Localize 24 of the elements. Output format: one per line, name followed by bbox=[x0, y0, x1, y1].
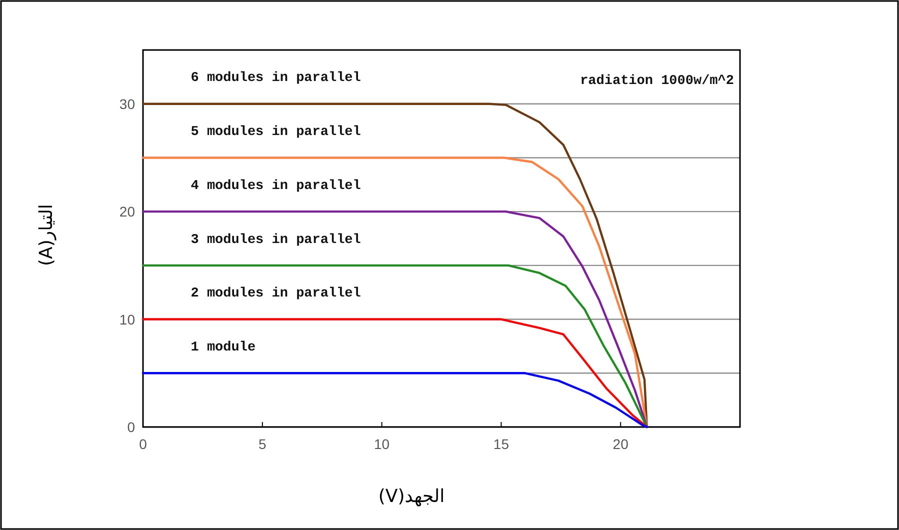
x-tick-label: 20 bbox=[612, 436, 629, 452]
x-tick-label: 0 bbox=[139, 436, 148, 452]
annotation: radiation 1000w/m^2 bbox=[580, 74, 734, 89]
line-series bbox=[142, 264, 648, 428]
series-label: 3 modules in parallel bbox=[190, 232, 361, 248]
line-series bbox=[142, 210, 648, 428]
x-tick-label: 15 bbox=[493, 436, 510, 452]
series-label: 4 modules in parallel bbox=[190, 178, 361, 194]
line-series bbox=[142, 372, 648, 428]
series-label: 2 modules in parallel bbox=[190, 286, 361, 302]
y-tick-label: 30 bbox=[119, 96, 136, 112]
y-tick-label: 0 bbox=[127, 419, 136, 435]
line-series bbox=[142, 318, 648, 428]
y-tick-label: 10 bbox=[119, 311, 136, 328]
y-tick-label: 20 bbox=[119, 204, 136, 220]
series-label: 1 module bbox=[190, 340, 256, 356]
x-tick-label: 5 bbox=[258, 436, 266, 452]
x-tick-label: 10 bbox=[374, 436, 390, 452]
series-label: 6 modules in parallel bbox=[190, 71, 361, 86]
line-series bbox=[142, 102, 648, 428]
y-axis-title: التيار(A) bbox=[36, 204, 57, 266]
x-axis-title: الجهد(V) bbox=[378, 486, 445, 507]
line-series bbox=[142, 156, 648, 428]
series-label: 5 modules in parallel bbox=[190, 125, 361, 140]
